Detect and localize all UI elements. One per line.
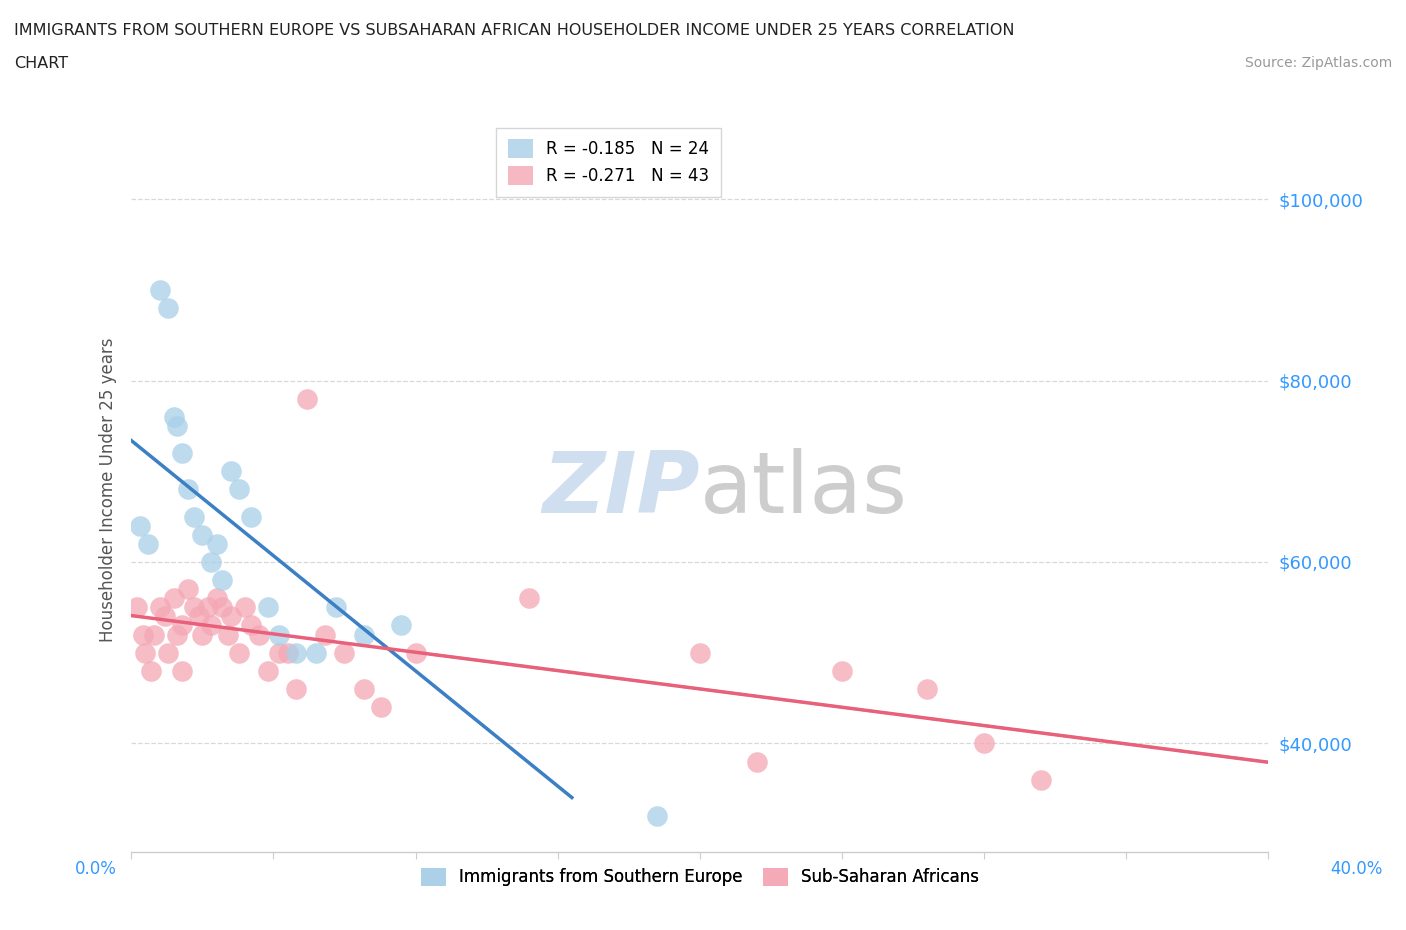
Point xyxy=(172,445,194,460)
Point xyxy=(973,736,995,751)
Point xyxy=(217,627,239,642)
Point xyxy=(191,627,214,642)
Point xyxy=(285,682,308,697)
Point xyxy=(172,663,194,678)
Point xyxy=(219,609,242,624)
Point xyxy=(745,754,768,769)
Point xyxy=(1029,772,1052,787)
Point xyxy=(183,510,205,525)
Point xyxy=(333,645,356,660)
Point xyxy=(172,618,194,633)
Point xyxy=(136,537,159,551)
Point xyxy=(177,482,200,497)
Point xyxy=(267,645,290,660)
Point xyxy=(143,627,166,642)
Point xyxy=(205,537,228,551)
Point xyxy=(233,600,256,615)
Point xyxy=(157,300,180,315)
Point xyxy=(219,464,242,479)
Text: ZIP: ZIP xyxy=(543,448,700,531)
Point xyxy=(205,591,228,605)
Point xyxy=(211,573,233,588)
Point xyxy=(157,645,180,660)
Text: CHART: CHART xyxy=(14,56,67,71)
Point xyxy=(389,618,412,633)
Point xyxy=(325,600,347,615)
Text: 40.0%: 40.0% xyxy=(1330,860,1384,878)
Point xyxy=(239,510,262,525)
Point xyxy=(166,627,188,642)
Point xyxy=(277,645,299,660)
Point xyxy=(197,600,219,615)
Point xyxy=(166,418,188,433)
Point xyxy=(211,600,233,615)
Legend: Immigrants from Southern Europe, Sub-Saharan Africans: Immigrants from Southern Europe, Sub-Sah… xyxy=(412,859,987,895)
Point xyxy=(256,600,278,615)
Point xyxy=(297,392,319,406)
Point xyxy=(149,283,172,298)
Text: 0.0%: 0.0% xyxy=(75,860,117,878)
Text: atlas: atlas xyxy=(700,448,908,531)
Point xyxy=(689,645,711,660)
Point xyxy=(256,663,278,678)
Point xyxy=(200,618,222,633)
Point xyxy=(141,663,163,678)
Point xyxy=(228,482,250,497)
Point xyxy=(183,600,205,615)
Point xyxy=(128,518,150,533)
Point xyxy=(915,682,938,697)
Point xyxy=(163,591,186,605)
Point xyxy=(239,618,262,633)
Point xyxy=(645,808,668,823)
Point xyxy=(314,627,336,642)
Point xyxy=(149,600,172,615)
Point xyxy=(163,409,186,424)
Point xyxy=(370,699,392,714)
Point xyxy=(228,645,250,660)
Y-axis label: Householder Income Under 25 years: Householder Income Under 25 years xyxy=(100,338,117,642)
Point xyxy=(305,645,328,660)
Point xyxy=(131,627,153,642)
Text: IMMIGRANTS FROM SOUTHERN EUROPE VS SUBSAHARAN AFRICAN HOUSEHOLDER INCOME UNDER 2: IMMIGRANTS FROM SOUTHERN EUROPE VS SUBSA… xyxy=(14,23,1015,38)
Point xyxy=(247,627,270,642)
Point xyxy=(405,645,427,660)
Point xyxy=(155,609,177,624)
Point xyxy=(353,627,375,642)
Point xyxy=(188,609,211,624)
Point xyxy=(125,600,148,615)
Point xyxy=(134,645,156,660)
Point xyxy=(200,554,222,569)
Point xyxy=(177,582,200,597)
Point xyxy=(191,527,214,542)
Point xyxy=(517,591,540,605)
Point xyxy=(831,663,853,678)
Point xyxy=(285,645,308,660)
Point xyxy=(353,682,375,697)
Text: Source: ZipAtlas.com: Source: ZipAtlas.com xyxy=(1244,56,1392,70)
Point xyxy=(267,627,290,642)
